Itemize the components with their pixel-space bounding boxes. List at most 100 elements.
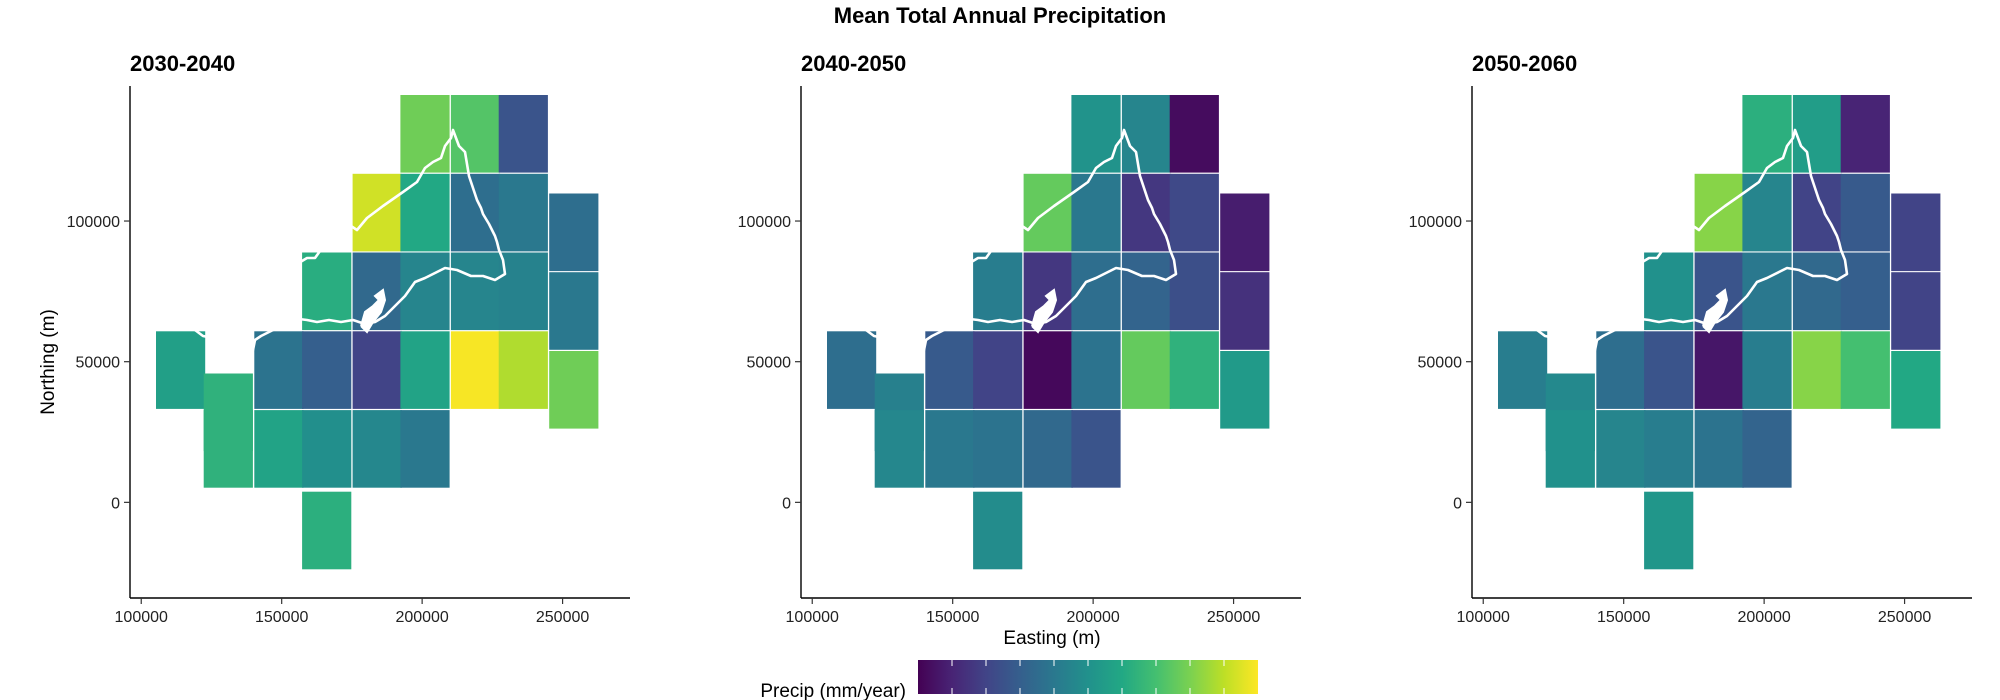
heatmap-cell <box>1742 410 1792 488</box>
x-tick-label: 150000 <box>255 609 308 626</box>
heatmap-cell <box>254 410 304 488</box>
heatmap-cell <box>1644 410 1694 488</box>
x-tick-label: 200000 <box>1066 609 1119 626</box>
heatmap-cell <box>1742 331 1792 409</box>
heatmap-cell <box>973 331 1023 409</box>
heatmap-cell <box>1644 331 1694 409</box>
heatmap-cell <box>1792 173 1843 252</box>
heatmap-cell <box>302 252 352 331</box>
estuary-outline <box>1702 288 1729 334</box>
heatmap-cell <box>1840 331 1890 409</box>
heatmap-cell <box>450 331 501 409</box>
y-tick-label: 0 <box>782 495 791 512</box>
heatmap-cell <box>302 331 352 409</box>
heatmap-cell <box>1644 491 1694 570</box>
heatmap-cell <box>498 95 548 173</box>
heatmap-cell <box>1840 95 1890 173</box>
heatmap-cell <box>1644 252 1694 331</box>
heatmap-cell <box>352 331 402 409</box>
panel-2030-2040: 2030-2040 100000 150000 200000 250000 0 50000 1… <box>67 51 630 626</box>
panel-title: 2050-2060 <box>1472 51 1577 76</box>
coastline-outline <box>187 128 507 364</box>
x-tick-label: 200000 <box>1737 609 1790 626</box>
heatmap-cell <box>156 331 206 409</box>
panel-2040-2050: 2040-2050 100000 150000 200000 250000 0 50000 1… <box>738 51 1301 626</box>
heatmap-cell <box>1742 173 1792 252</box>
heatmap-cell <box>1840 173 1890 252</box>
heatmap-cell <box>498 252 548 331</box>
x-tick-label: 200000 <box>395 609 448 626</box>
heatmap-cell <box>450 95 501 173</box>
heatmap-cell <box>1742 95 1792 173</box>
heatmap-cell <box>498 331 548 409</box>
heatmap-cell <box>1694 331 1744 409</box>
heatmap-cell <box>400 331 450 409</box>
heatmap-cell <box>1121 331 1172 409</box>
heatmap-cell <box>1694 252 1744 331</box>
y-tick-label: 0 <box>1453 495 1462 512</box>
x-tick-label: 100000 <box>786 609 839 626</box>
heatmap-cell <box>302 410 352 488</box>
y-tick-label: 0 <box>111 495 120 512</box>
x-axis-label: Easting (m) <box>1003 628 1100 649</box>
x-tick-label: 150000 <box>926 609 979 626</box>
facet-panels: 2030-2040 100000 150000 200000 250000 0 50000 1… <box>67 51 1972 626</box>
heatmap-cell <box>1169 173 1219 252</box>
heatmap-cell <box>1169 252 1219 331</box>
heatmap-cell <box>925 410 975 488</box>
heatmap-cell <box>450 173 501 252</box>
heatmap-cell <box>973 410 1023 488</box>
heatmap-cell <box>1220 272 1270 350</box>
heatmap-cell <box>1121 95 1172 173</box>
panel-2050-2060: 2050-2060 100000 150000 200000 250000 0 50000 1… <box>1409 51 1972 626</box>
figure-title: Mean Total Annual Precipitation <box>834 3 1166 28</box>
heatmap-cell <box>549 272 599 350</box>
heatmap-cell <box>1220 193 1270 272</box>
heatmap-cell <box>1121 173 1172 252</box>
heatmap-cell <box>1891 351 1941 429</box>
heatmap-cell <box>352 173 402 252</box>
heatmap-cell <box>352 252 402 331</box>
heatmap-cell <box>827 331 877 409</box>
heatmap-cell <box>1071 173 1121 252</box>
heatmap-cell <box>1792 252 1843 331</box>
heatmap-cell <box>874 410 924 488</box>
colour-legend: Precip (mm/year) <box>760 660 1258 700</box>
x-tick-label: 100000 <box>115 609 168 626</box>
heatmap-cell <box>352 410 402 488</box>
heatmap-cell <box>400 95 450 173</box>
coastline-outline <box>1529 128 1849 364</box>
x-tick-label: 150000 <box>1597 609 1650 626</box>
y-tick-label: 100000 <box>738 214 791 231</box>
heatmap-cell <box>1023 173 1073 252</box>
heatmap-cell <box>400 410 450 488</box>
heatmap-cell <box>1071 95 1121 173</box>
y-axis-label: Northing (m) <box>38 309 59 415</box>
heatmap-cell <box>1545 410 1595 488</box>
estuary-outline <box>360 288 387 334</box>
heatmap-cell <box>1596 410 1646 488</box>
heatmap-cell <box>549 193 599 272</box>
heatmap-cell <box>203 410 253 488</box>
heatmap-cell <box>1023 252 1073 331</box>
panel-title: 2040-2050 <box>801 51 906 76</box>
heatmap-cell <box>1169 331 1219 409</box>
heatmap-cell <box>1023 410 1073 488</box>
heatmap-cell <box>1891 193 1941 272</box>
legend-title: Precip (mm/year) <box>760 681 906 700</box>
x-tick-label: 250000 <box>1878 609 1931 626</box>
y-tick-label: 50000 <box>747 355 792 372</box>
coastline-outline <box>858 128 1178 364</box>
heatmap-cell <box>254 331 304 409</box>
y-tick-label: 100000 <box>67 214 120 231</box>
panel-title: 2030-2040 <box>130 51 235 76</box>
heatmap-cell <box>1121 252 1172 331</box>
heatmap-cell <box>1498 331 1548 409</box>
colourbar-ticks <box>951 660 1225 694</box>
y-tick-label: 100000 <box>1409 214 1462 231</box>
heatmap-cell <box>400 173 450 252</box>
heatmap-cell <box>450 252 501 331</box>
heatmap-cell <box>1792 95 1843 173</box>
heatmap-cell <box>302 491 352 570</box>
x-tick-label: 100000 <box>1457 609 1510 626</box>
